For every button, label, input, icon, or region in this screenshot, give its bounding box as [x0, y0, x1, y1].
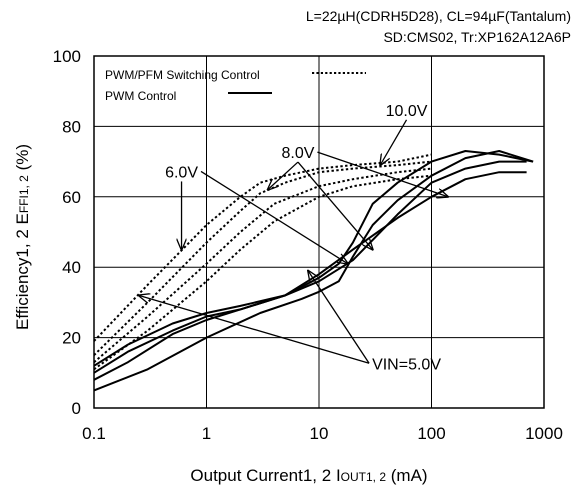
voltage-label: 10.0V [386, 103, 428, 120]
annotation-arrow [268, 161, 299, 190]
y-axis-label: Efficiency1, 2 EFFI1, 2 (%) [13, 144, 32, 330]
x-tick-label: 10 [310, 424, 329, 443]
tick-labels: 0.1 1 10 100 1000 0 20 40 60 80 100 [53, 47, 563, 443]
x-tick-label: 1 [202, 424, 211, 443]
y-tick-label: 60 [62, 188, 81, 207]
legend-label-pwm-pfm: PWM/PFM Switching Control [105, 68, 260, 82]
voltage-label: VIN=5.0V [372, 356, 441, 373]
y-tick-label: 40 [62, 258, 81, 277]
x-tick-label: 100 [417, 424, 445, 443]
annotation-arrow [308, 271, 370, 364]
x-tick-label: 1000 [525, 424, 563, 443]
annotation-arrow [317, 151, 448, 197]
pwm-pfm-curve-6 [93, 160, 432, 356]
legend: PWM/PFM Switching Control PWM Control [105, 68, 366, 103]
pwm-curve-4 [93, 150, 534, 392]
y-tick-label: 0 [72, 399, 81, 418]
annotation-arrow [297, 161, 373, 250]
plot-frame [93, 55, 545, 409]
pwm-pfm-curve-5 [93, 153, 432, 342]
voltage-label: 6.0V [165, 164, 198, 181]
annotation-arrow [380, 119, 408, 165]
annotation-arrow [139, 295, 370, 364]
annotation-arrow [200, 170, 348, 263]
x-axis-label: Output Current1, 2 IOUT1, 2 (mA) [190, 466, 427, 485]
legend-label-pwm: PWM Control [105, 89, 176, 103]
y-tick-label: 100 [53, 47, 81, 66]
pwm-curve-2 [93, 160, 527, 367]
y-tick-label: 80 [62, 117, 81, 136]
pwm-pfm-curve-7 [93, 167, 432, 363]
pwm-curve-3 [93, 150, 534, 381]
pwm-curve-1 [93, 171, 527, 374]
pwm-pfm-curve-8 [93, 174, 432, 371]
annotations: 10.0V 8.0V 6.0V VIN=5.0V [139, 103, 448, 373]
condition-line-1: L=22µH(CDRH5D28), CL=94µF(Tantalum) [306, 8, 571, 24]
y-tick-label: 20 [62, 329, 81, 348]
condition-line-2: SD:CMS02, Tr:XP162A12A6P [383, 29, 571, 45]
voltage-label: 8.0V [281, 145, 314, 162]
x-tick-label: 0.1 [82, 424, 106, 443]
data-series [93, 150, 534, 392]
grid [93, 55, 545, 409]
